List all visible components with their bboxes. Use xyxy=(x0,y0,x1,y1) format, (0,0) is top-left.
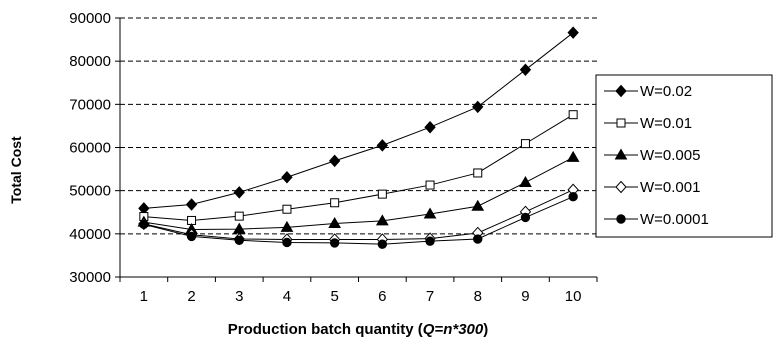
legend-marker xyxy=(616,118,626,128)
series-lines xyxy=(137,26,580,249)
legend-label: W=0.005 xyxy=(640,147,700,164)
legend-entry: W=0.02 xyxy=(604,83,692,100)
series-line xyxy=(143,196,574,245)
x-axis-label-formula: Q=n*300 xyxy=(423,321,484,338)
legend-entry: W=0.005 xyxy=(604,147,700,164)
y-tick-label: 30000 xyxy=(69,269,111,286)
data-point xyxy=(377,239,388,249)
series-W=0.02 xyxy=(138,26,579,215)
x-axis-label-prefix: Production batch quantity ( xyxy=(228,321,423,338)
data-point xyxy=(280,220,294,232)
data-point xyxy=(282,237,292,248)
data-point xyxy=(139,219,149,230)
legend-entry: W=0.001 xyxy=(604,179,700,196)
data-point xyxy=(520,139,530,149)
legend-label: W=0.001 xyxy=(640,179,700,196)
data-point xyxy=(424,120,436,134)
x-tick-label: 10 xyxy=(565,288,582,305)
data-point xyxy=(234,211,244,221)
axes: 30000 40000 50000 60000 70000 80000 90000 1 2 3 4 5… xyxy=(69,10,598,305)
data-point xyxy=(473,168,483,178)
y-tick-label: 50000 xyxy=(69,183,111,200)
data-point xyxy=(473,234,483,244)
data-point xyxy=(186,231,197,242)
data-point xyxy=(329,238,340,248)
data-point xyxy=(282,204,292,214)
x-tick-label: 1 xyxy=(140,288,148,305)
data-point xyxy=(376,139,389,152)
data-point xyxy=(566,150,580,162)
legend-label: W=0.0001 xyxy=(640,211,709,228)
data-point xyxy=(519,175,532,187)
data-point xyxy=(375,214,389,226)
x-tick-label: 9 xyxy=(521,288,529,305)
data-point xyxy=(328,154,341,168)
legend-marker xyxy=(615,180,627,194)
legend-marker xyxy=(614,148,628,160)
series-line xyxy=(143,114,574,221)
data-point xyxy=(519,63,532,77)
data-point xyxy=(425,236,435,246)
x-tick-label: 3 xyxy=(235,288,243,305)
series-line xyxy=(143,32,574,209)
data-point xyxy=(232,222,246,234)
data-point xyxy=(233,186,245,199)
x-tick-label: 4 xyxy=(283,288,291,305)
data-point xyxy=(328,216,342,228)
data-point xyxy=(330,198,340,208)
x-tick-label: 8 xyxy=(474,288,482,305)
x-tick-label: 2 xyxy=(187,288,195,305)
data-point xyxy=(520,212,531,223)
data-point xyxy=(568,192,578,202)
legend-entry: W=0.0001 xyxy=(604,211,709,228)
legend-label: W=0.01 xyxy=(640,115,692,132)
y-tick-label: 40000 xyxy=(69,226,111,243)
series-line xyxy=(143,189,574,240)
legend-marker xyxy=(615,84,627,98)
y-tick-label: 70000 xyxy=(69,96,111,113)
data-point xyxy=(471,199,485,211)
data-point xyxy=(377,189,387,199)
data-point xyxy=(568,110,578,120)
series-W=0.0001 xyxy=(139,192,578,249)
x-tick-label: 6 xyxy=(378,288,386,305)
x-tick-label: 7 xyxy=(426,288,434,305)
x-tick-label: 5 xyxy=(330,288,338,305)
data-point xyxy=(185,198,198,211)
legend-marker xyxy=(616,214,626,224)
legend-label: W=0.02 xyxy=(640,83,692,100)
data-point xyxy=(425,180,435,190)
series-W=0.005 xyxy=(137,150,580,235)
data-point xyxy=(423,207,437,219)
y-axis-label: Total Cost xyxy=(8,136,24,204)
legend-entry: W=0.01 xyxy=(604,115,692,132)
series-W=0.01 xyxy=(139,110,578,225)
data-point xyxy=(472,100,484,114)
y-tick-label: 60000 xyxy=(69,140,111,157)
x-axis-label: Production batch quantity (Q=n*300) xyxy=(228,321,488,338)
data-point xyxy=(281,171,293,184)
y-tick-label: 80000 xyxy=(69,53,111,70)
legend: W=0.02 W=0.01 W=0.005 W=0.001 W=0.0001 xyxy=(595,74,773,238)
x-axis-label-suffix: ) xyxy=(483,321,488,338)
data-point xyxy=(234,235,244,246)
data-point xyxy=(567,26,579,39)
y-tick-label: 90000 xyxy=(69,10,111,27)
series-line xyxy=(143,156,574,231)
series-W=0.001 xyxy=(138,183,579,246)
